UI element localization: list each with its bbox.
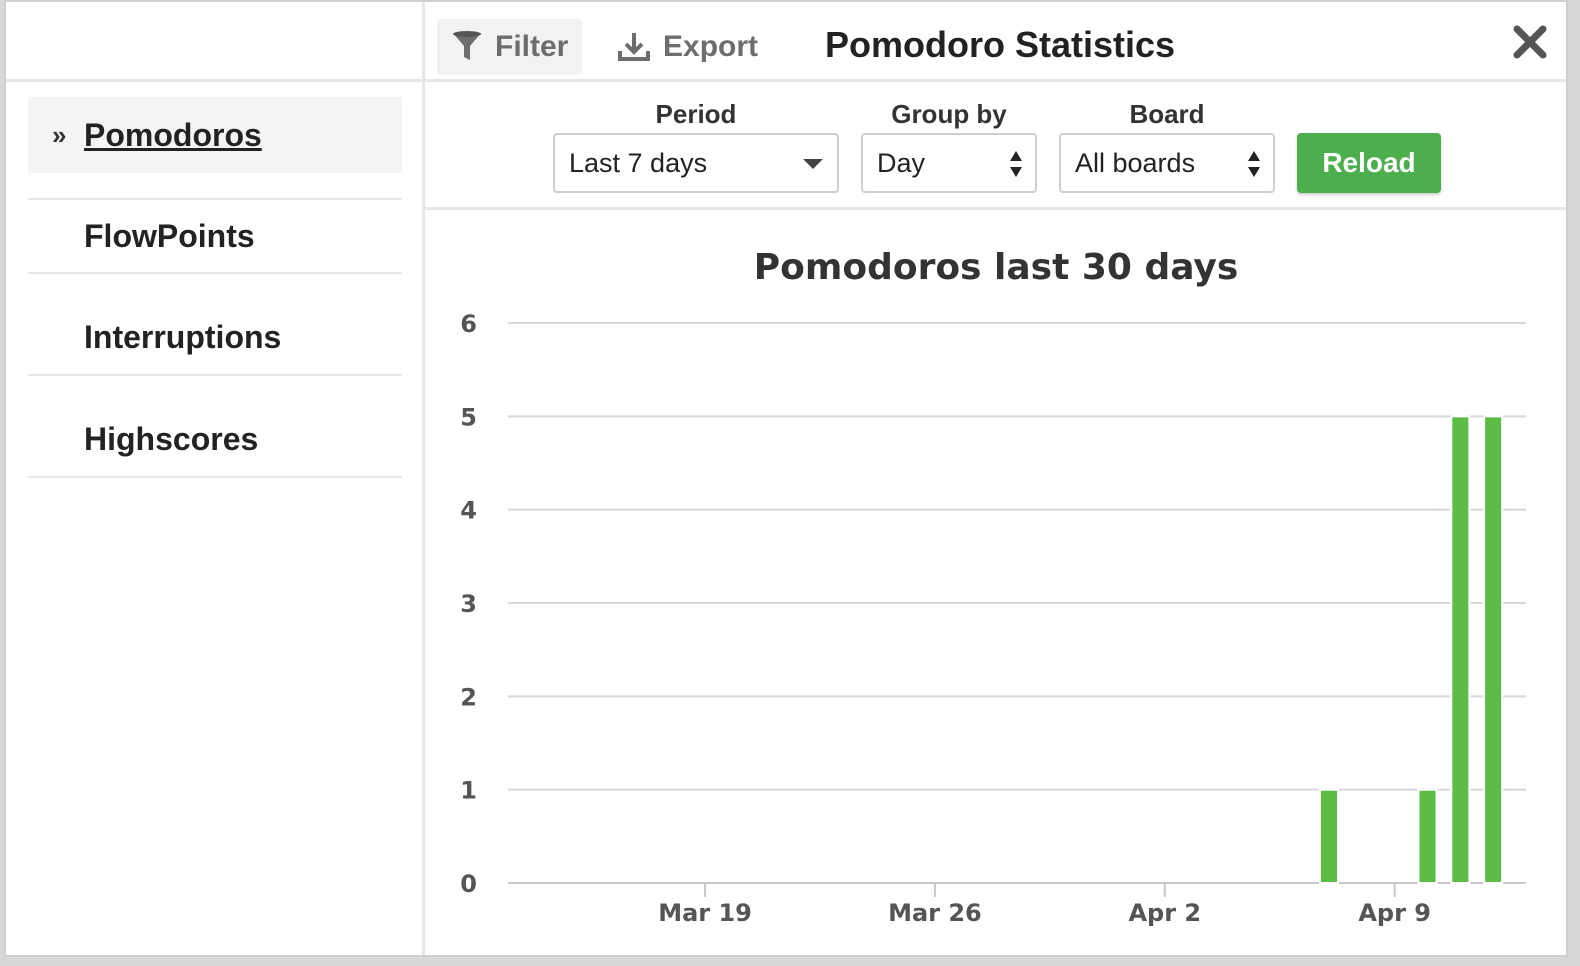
group-by-value: Day	[877, 147, 926, 178]
sidebar-item-label: Highscores	[84, 420, 259, 457]
x-tick-label: Apr 9	[1358, 899, 1431, 927]
group-by-label: Group by	[891, 99, 1007, 129]
y-tick-label: 5	[460, 403, 477, 431]
sidebar: » Pomodoros FlowPoints Interruptions Hig…	[6, 82, 422, 955]
pomodoro-chart: Pomodoros last 30 days 0 1 2 3 4 5 6 Mar 19 Mar 2…	[425, 213, 1566, 955]
close-icon[interactable]	[1512, 24, 1548, 60]
main-content: Period Last 7 days Group by Day Board Al…	[422, 82, 1566, 955]
y-tick-label: 3	[460, 590, 477, 618]
sidebar-item-pomodoros[interactable]: » Pomodoros	[28, 97, 402, 173]
sidebar-item-label: Pomodoros	[84, 116, 262, 153]
filter-controls: Period Last 7 days Group by Day Board Al…	[425, 82, 1566, 210]
header-spacer	[6, 2, 422, 82]
header-bar: Filter Export Pomodoro Statistics	[6, 2, 1566, 82]
sidebar-item-label: Interruptions	[84, 318, 282, 355]
y-tick-label: 1	[460, 777, 477, 805]
board-label: Board	[1129, 99, 1205, 129]
board-select[interactable]: All boards	[1059, 133, 1275, 193]
board-value: All boards	[1075, 147, 1196, 178]
sidebar-item-interruptions[interactable]: Interruptions	[28, 300, 402, 376]
chart-title: Pomodoros last 30 days	[754, 247, 1239, 288]
sidebar-item-flowpoints[interactable]: FlowPoints	[28, 198, 402, 274]
chart-bar	[1450, 415, 1471, 884]
period-select[interactable]: Last 7 days	[553, 133, 839, 193]
period-label: Period	[655, 99, 737, 129]
filter-button[interactable]: Filter	[437, 19, 583, 75]
export-button[interactable]: Export	[603, 19, 772, 75]
chart-bar	[1318, 788, 1339, 885]
download-icon	[618, 33, 650, 61]
group-by-select[interactable]: Day	[861, 133, 1037, 193]
updown-arrows-icon	[1248, 151, 1260, 177]
chart-bar	[1483, 415, 1504, 884]
reload-button[interactable]: Reload	[1297, 133, 1441, 193]
bar-chart: Pomodoros last 30 days 0 1 2 3 4 5 6 Mar 19 Mar 2…	[460, 247, 1526, 927]
chevron-down-icon	[803, 159, 823, 169]
filter-icon	[453, 31, 481, 60]
filter-label: Filter	[495, 30, 569, 63]
sidebar-item-label: FlowPoints	[84, 217, 255, 254]
y-tick-label: 0	[460, 870, 477, 898]
x-tick-label: Mar 26	[888, 899, 982, 927]
updown-arrows-icon	[1010, 151, 1022, 177]
x-tick-label: Apr 2	[1128, 899, 1201, 927]
period-value: Last 7 days	[569, 147, 708, 178]
y-tick-label: 2	[460, 683, 477, 711]
header-toolbar: Filter Export Pomodoro Statistics	[422, 2, 1566, 82]
x-tick-label: Mar 19	[658, 899, 752, 927]
export-label: Export	[663, 30, 759, 63]
y-tick-label: 6	[460, 310, 477, 338]
statistics-window: Filter Export Pomodoro Statistics » Pomo…	[4, 0, 1568, 957]
active-marker: »	[52, 119, 67, 150]
sidebar-item-highscores[interactable]: Highscores	[28, 402, 402, 478]
chart-bar	[1417, 788, 1438, 885]
y-tick-label: 4	[460, 497, 477, 525]
page-title: Pomodoro Statistics	[825, 24, 1176, 65]
